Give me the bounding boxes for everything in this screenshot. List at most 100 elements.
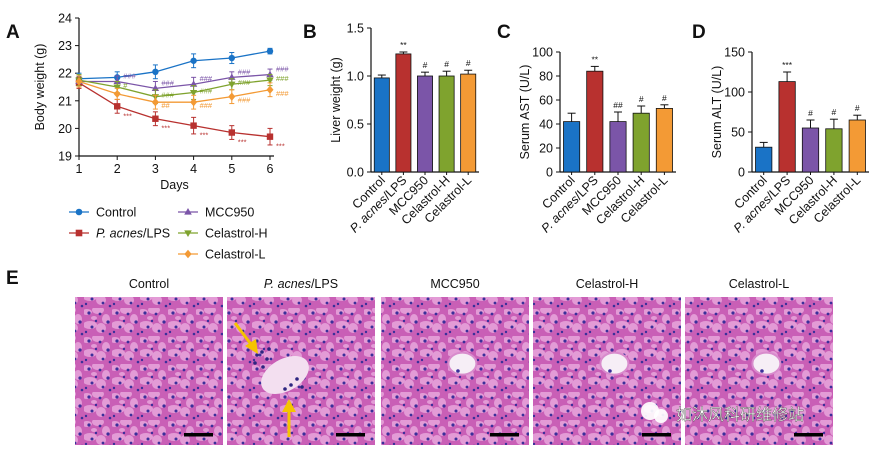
data-point-mcc950 bbox=[113, 77, 121, 85]
bar-celastrol_h bbox=[632, 112, 650, 173]
vein-cell bbox=[608, 369, 612, 373]
legend-marker-lps bbox=[75, 229, 83, 237]
bar-mcc950 bbox=[609, 121, 627, 173]
bar-celastrol_l bbox=[460, 73, 477, 173]
infiltrating-cell bbox=[260, 350, 264, 354]
infiltrating-cell bbox=[300, 385, 304, 389]
watermark: 如沐风科研维修站 bbox=[641, 402, 804, 424]
vein-cell bbox=[456, 369, 460, 373]
x-tick-label: 4 bbox=[190, 162, 197, 176]
lesion-area bbox=[261, 356, 309, 394]
legend-marker-celastrol_l bbox=[184, 249, 192, 259]
significance-mark: ### bbox=[276, 65, 289, 74]
significance-mark: # bbox=[832, 107, 837, 117]
histology-title-control: Control bbox=[129, 277, 169, 291]
significance-mark: ## bbox=[161, 101, 170, 110]
histology-title-mcc950: MCC950 bbox=[430, 277, 479, 291]
vein-cell bbox=[760, 369, 764, 373]
y-tick-label: 80 bbox=[539, 70, 553, 84]
significance-mark: ** bbox=[591, 54, 598, 64]
significance-mark: ### bbox=[161, 78, 174, 87]
legend-label-control: Control bbox=[96, 206, 136, 220]
bar-mcc950 bbox=[801, 127, 820, 173]
histology-image-control bbox=[75, 297, 223, 445]
y-tick-label: 23 bbox=[58, 39, 72, 53]
significance-mark: ### bbox=[238, 78, 251, 87]
scale-bar bbox=[184, 433, 213, 437]
central-vein bbox=[599, 351, 630, 376]
histology-title-celastrol_l: Celastrol-L bbox=[729, 277, 789, 291]
panel-letter-c: C bbox=[497, 22, 511, 43]
y-tick-label: 20 bbox=[58, 122, 72, 136]
series-line-celastrol_l bbox=[78, 80, 271, 103]
significance-mark: # bbox=[855, 103, 860, 113]
legend-label-celastrol_l: Celastrol-L bbox=[205, 248, 265, 262]
bar-control bbox=[755, 146, 773, 173]
data-point-celastrol_l bbox=[228, 92, 236, 101]
legend-label-lps: P. acnes/LPS bbox=[96, 227, 170, 241]
significance-mark: *** bbox=[123, 111, 132, 120]
arrow-head-icon bbox=[282, 399, 296, 412]
y-tick-label: 100 bbox=[532, 46, 553, 60]
x-tick-label: 1 bbox=[76, 162, 83, 176]
y-tick-label: 19 bbox=[58, 150, 72, 164]
y-tick-label: 0.5 bbox=[347, 118, 364, 132]
infiltrating-cell bbox=[289, 383, 293, 387]
legend: Control P. acnes/LPS MCC950 Celastrol-H Cela… bbox=[69, 206, 268, 262]
significance-mark: ### bbox=[161, 91, 174, 100]
infiltrating-cell bbox=[267, 347, 271, 351]
x-tick-label: 6 bbox=[267, 162, 274, 176]
significance-mark: ### bbox=[238, 67, 251, 76]
infiltrating-cell bbox=[295, 377, 299, 381]
data-point-celastrol_l bbox=[75, 77, 83, 86]
watermark-text: 如沐风科研维修站 bbox=[676, 406, 804, 424]
bar-lps bbox=[395, 53, 412, 173]
series-line-lps bbox=[78, 82, 271, 138]
data-point-control bbox=[190, 57, 197, 64]
y-axis-label: Body weight (g) bbox=[33, 44, 47, 131]
histology-panel: Control P. acnes/LPS MCC950 Celastrol-H Cela… bbox=[75, 277, 833, 445]
x-tick-label: 3 bbox=[152, 162, 159, 176]
series-line-control bbox=[78, 50, 271, 80]
data-point-mcc950 bbox=[266, 70, 274, 78]
y-axis-label: Serum ALT (U/L) bbox=[710, 66, 724, 159]
significance-mark: ### bbox=[238, 96, 251, 105]
data-point-control bbox=[266, 47, 274, 55]
scale-bar bbox=[336, 433, 365, 437]
significance-mark: ### bbox=[200, 101, 213, 110]
bar-celastrol_l bbox=[848, 119, 866, 173]
series-line-mcc950 bbox=[79, 73, 271, 90]
significance-mark: ### bbox=[276, 74, 289, 83]
data-point-lps bbox=[190, 122, 197, 129]
bar-control bbox=[373, 77, 390, 173]
series-line-celastrol_h bbox=[78, 79, 271, 98]
panel-letter-d: D bbox=[692, 22, 706, 43]
significance-mark: ### bbox=[200, 74, 213, 83]
scale-bar bbox=[642, 433, 671, 437]
y-tick-label: 0 bbox=[738, 166, 745, 180]
significance-mark: # bbox=[444, 59, 449, 69]
panel-letter-e: E bbox=[6, 268, 19, 289]
bar-lps bbox=[586, 70, 604, 173]
infiltrating-cell bbox=[283, 387, 287, 391]
x-tick-label: 5 bbox=[228, 162, 235, 176]
y-tick-label: 100 bbox=[724, 86, 745, 100]
significance-mark: ### bbox=[123, 71, 136, 80]
legend-label-celastrol_h: Celastrol-H bbox=[205, 227, 268, 241]
data-point-celastrol_l bbox=[151, 98, 159, 107]
legend-label-mcc950: MCC950 bbox=[205, 206, 254, 220]
data-point-celastrol_h bbox=[228, 81, 236, 89]
data-point-celastrol_h bbox=[113, 84, 121, 91]
infiltrating-cell bbox=[255, 353, 259, 357]
y-tick-label: 60 bbox=[539, 94, 553, 108]
data-point-lps bbox=[228, 129, 235, 136]
significance-mark: ** bbox=[400, 40, 407, 50]
y-tick-label: 40 bbox=[539, 118, 553, 132]
data-point-lps bbox=[266, 133, 274, 140]
data-point-celastrol_l bbox=[113, 89, 121, 99]
significance-mark: # bbox=[466, 58, 471, 68]
significance-mark: *** bbox=[200, 131, 209, 140]
significance-mark: # bbox=[808, 108, 813, 118]
